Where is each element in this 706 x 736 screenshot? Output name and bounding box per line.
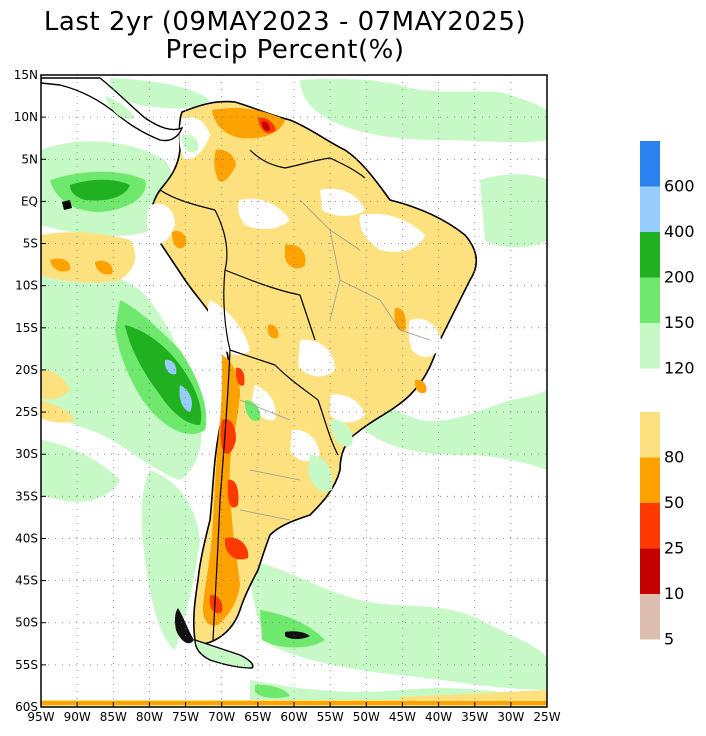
legend-label: 200 [664, 268, 695, 287]
latitude-tick-label: 40S [15, 531, 38, 545]
country-borders [159, 149, 366, 641]
legend-swatch [640, 412, 660, 458]
latitude-tick-label: 15S [15, 321, 38, 335]
longitude-tick-label: 75W [172, 710, 199, 724]
legend-swatch [640, 277, 660, 323]
legend-swatch [640, 594, 660, 640]
longitude-tick-label: 55W [317, 710, 344, 724]
legend-swatch [640, 503, 660, 549]
south-america [41, 77, 478, 669]
legend-swatch [640, 457, 660, 503]
ocean-wet-blue [164, 359, 192, 412]
longitude-tick-label: 50W [353, 710, 380, 724]
latitude-tick-label: 45S [15, 574, 38, 588]
legend-label: 50 [664, 493, 684, 512]
legend-swatch [640, 141, 660, 187]
latitude-tick-label: 5N [21, 152, 38, 166]
map-plot-area [41, 75, 547, 707]
latitude-axis: 15N 10N 5N EQ 5S 10S 15S 20S 25S 30S 35S 40S 45S 50S 5… [14, 68, 46, 714]
legend-label: 400 [664, 222, 695, 241]
legend-label: 10 [664, 584, 684, 603]
legend-swatch [640, 186, 660, 232]
longitude-tick-label: 65W [244, 710, 271, 724]
legend-swatch [640, 323, 660, 369]
legend-label: 120 [664, 359, 695, 378]
longitude-tick-label: 35W [461, 710, 488, 724]
longitude-tick-label: 85W [100, 710, 127, 724]
longitude-tick-label: 60W [280, 710, 307, 724]
legend-label: 150 [664, 313, 695, 332]
longitude-tick-label: 40W [425, 710, 452, 724]
longitude-tick-label: 45W [389, 710, 416, 724]
ocean-wet-anomalies [41, 78, 547, 707]
map-subtitle: Precip Percent(%) [165, 35, 405, 65]
latitude-tick-label: 30S [15, 447, 38, 461]
latitude-tick-label: 5S [23, 237, 38, 251]
latitude-tick-label: EQ [21, 194, 38, 208]
longitude-tick-label: 95W [27, 710, 54, 724]
latitude-tick-label: 20S [15, 363, 38, 377]
longitude-tick-label: 90W [64, 710, 91, 724]
latitude-tick-label: 35S [15, 489, 38, 503]
latitude-tick-label: 10S [15, 279, 38, 293]
color-legend: 600 400 200 150 120 80 50 25 10 5 [640, 141, 695, 649]
latitude-tick-label: 50S [15, 616, 38, 630]
map-title: Last 2yr (09MAY2023 - 07MAY2025) [43, 7, 527, 37]
longitude-tick-label: 70W [208, 710, 235, 724]
legend-label: 25 [664, 539, 684, 558]
map-gridlines [41, 75, 547, 707]
legend-label: 80 [664, 448, 684, 467]
latitude-tick-label: 55S [15, 658, 38, 672]
latitude-tick-label: 10N [14, 110, 38, 124]
longitude-axis: 95W 90W 85W 80W 75W 70W 65W 60W 55W 50W 45W 40W 35W 3… [27, 702, 561, 724]
latitude-tick-label: 25S [15, 405, 38, 419]
longitude-tick-label: 25W [533, 710, 560, 724]
legend-label: 600 [664, 177, 695, 196]
longitude-tick-label: 30W [497, 710, 524, 724]
latitude-tick-label: 60S [15, 700, 38, 714]
latitude-tick-label: 15N [14, 68, 38, 82]
legend-swatch [640, 232, 660, 278]
longitude-tick-label: 80W [136, 710, 163, 724]
legend-label: 5 [664, 630, 674, 649]
legend-swatch [640, 548, 660, 594]
